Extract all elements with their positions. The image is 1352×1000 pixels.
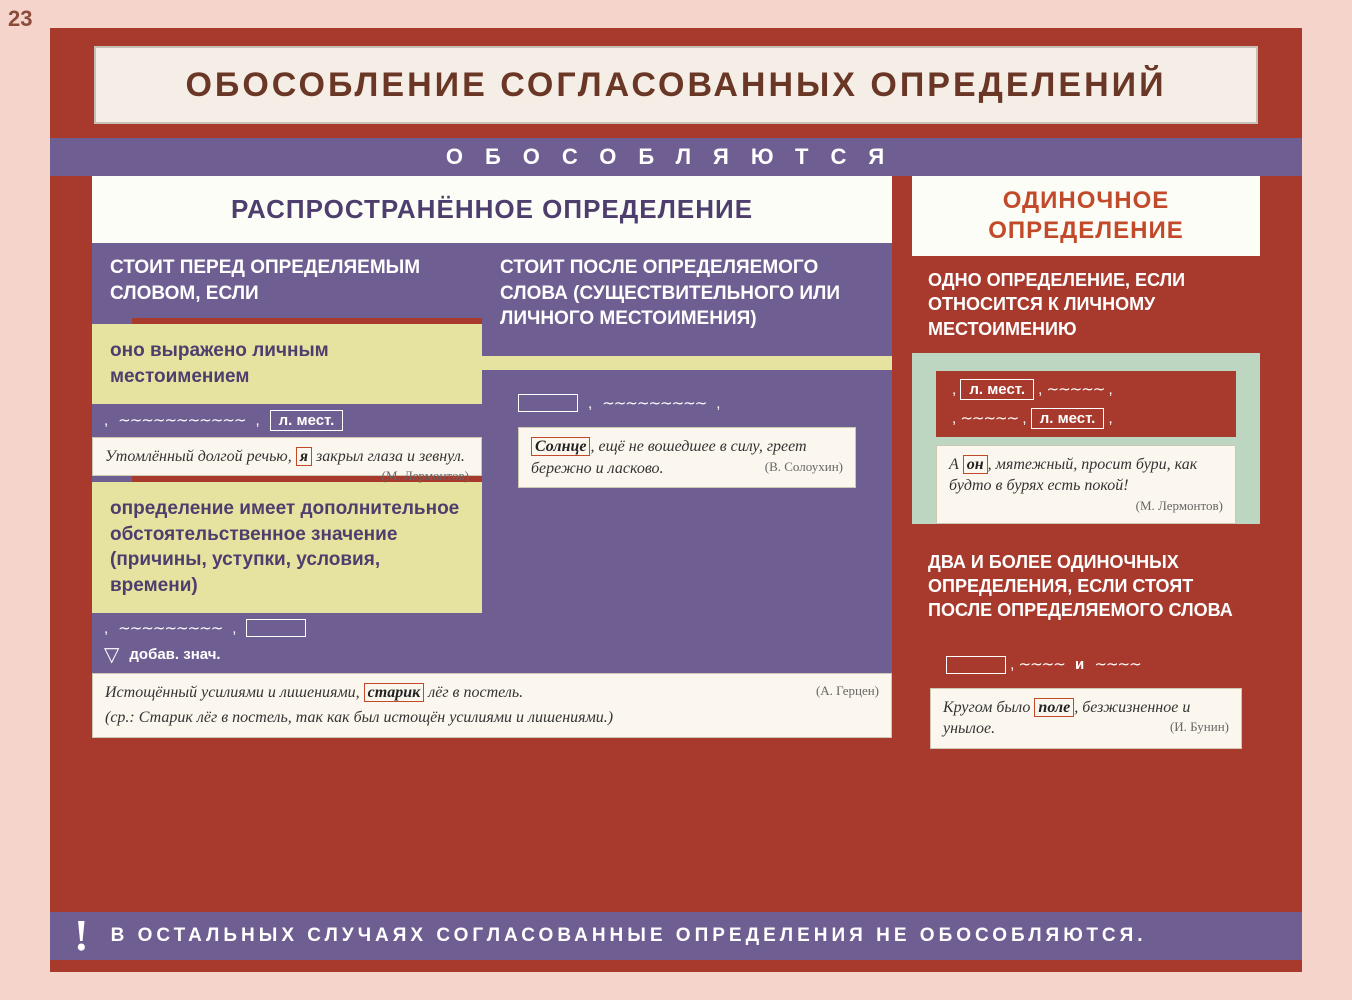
wave-icon: ∼∼∼∼∼∼∼∼∼ xyxy=(118,619,222,638)
highlight-word: он xyxy=(963,455,988,474)
bracket-icon: ▽ xyxy=(104,642,119,667)
col2-pattern: , ∼∼∼∼∼∼∼∼∼ , Солнце, ещё не вошедшее в … xyxy=(482,370,892,506)
pattern-tag: л. мест. xyxy=(1031,408,1105,429)
spacer xyxy=(912,353,1260,371)
comma-text: , xyxy=(104,412,108,429)
wave-icon: ∼∼∼∼∼∼∼∼∼∼∼ xyxy=(118,411,245,430)
compare-text: (ср.: Старик лёг в постель, так как был … xyxy=(105,707,879,729)
box-icon xyxy=(518,394,578,412)
col1-rule1: оно выражено личным местоимением xyxy=(92,324,482,403)
wave-icon: ∼∼∼∼∼∼∼∼∼ xyxy=(602,394,706,413)
main-title: ОБОСОБЛЕНИЕ СОГЛАСОВАННЫХ ОПРЕДЕЛЕНИЙ xyxy=(94,46,1258,124)
box-icon xyxy=(946,656,1006,674)
page-number: 23 xyxy=(8,6,32,32)
example-text: Утомлённый долгой речью, xyxy=(105,448,296,465)
wave-icon: ∼∼∼∼ xyxy=(1019,657,1065,673)
citation: (А. Герцен) xyxy=(816,682,879,700)
left-col-2: СТОИТ ПОСЛЕ ОПРЕДЕЛЯЕМОГО СЛОВА (СУЩЕСТВ… xyxy=(482,243,892,673)
right-rule2: ДВА И БОЛЕЕ ОДИНОЧНЫХ ОПРЕДЕЛЕНИЯ, ЕСЛИ … xyxy=(912,538,1260,635)
left-panel: РАСПРОСТРАНЁННОЕ ОПРЕДЕЛЕНИЕ СТОИТ ПЕРЕД… xyxy=(92,176,892,906)
example-text: закрыл глаза и зевнул. xyxy=(312,448,465,465)
highlight-word: я xyxy=(296,447,312,466)
col1-pattern2: , ∼∼∼∼∼∼∼∼∼ , ▽ добав. знач. xyxy=(92,613,482,673)
footer-text: В ОСТАЛЬНЫХ СЛУЧАЯХ СОГЛАСОВАННЫЕ ОПРЕДЕ… xyxy=(111,925,1147,947)
citation: (М. Лермонтов) xyxy=(382,467,469,485)
pattern-tag: л. мест. xyxy=(270,410,344,431)
left-columns: СТОИТ ПЕРЕД ОПРЕДЕЛЯЕМЫМ СЛОВОМ, ЕСЛИ он… xyxy=(92,243,892,673)
example-text: лёг в постель. xyxy=(424,684,523,701)
pattern-tag: л. мест. xyxy=(960,379,1034,400)
outer-frame: ОБОСОБЛЕНИЕ СОГЛАСОВАННЫХ ОПРЕДЕЛЕНИЙ ОБ… xyxy=(50,28,1302,972)
left-heading: РАСПРОСТРАНЁННОЕ ОПРЕДЕЛЕНИЕ xyxy=(92,176,892,243)
right-panel: ОДИНОЧНОЕ ОПРЕДЕЛЕНИЕ ОДНО ОПРЕДЕЛЕНИЕ, … xyxy=(912,176,1260,906)
right-pattern2: , ∼∼∼∼ и ∼∼∼∼ xyxy=(930,647,1242,682)
wave-icon: ∼∼∼∼∼ xyxy=(960,411,1018,427)
right-green-block: ОДИНОЧНОЕ ОПРЕДЕЛЕНИЕ ОДНО ОПРЕДЕЛЕНИЕ, … xyxy=(912,176,1260,524)
subtitle-bar: ОБОСОБЛЯЮТСЯ xyxy=(50,138,1302,176)
comma-text: , xyxy=(588,395,592,412)
example-text: Кругом было xyxy=(943,699,1034,716)
footer-bar: ! В ОСТАЛЬНЫХ СЛУЧАЯХ СОГЛАСОВАННЫЕ ОПРЕ… xyxy=(50,912,1302,960)
spacer xyxy=(482,356,892,370)
col2-example: Солнце, ещё не вошедшее в силу, греет бе… xyxy=(518,427,856,488)
col2-head: СТОИТ ПОСЛЕ ОПРЕДЕЛЯЕМОГО СЛОВА (СУЩЕСТВ… xyxy=(482,243,892,356)
conj-text: и xyxy=(1075,656,1084,673)
col1-rule2: определение имеет дополнительное обстоят… xyxy=(92,482,482,613)
col1-head: СТОИТ ПЕРЕД ОПРЕДЕЛЯЕМЫМ СЛОВОМ, ЕСЛИ xyxy=(92,243,482,318)
citation: (И. Бунин) xyxy=(1170,718,1229,736)
right-rule1: ОДНО ОПРЕДЕЛЕНИЕ, ЕСЛИ ОТНОСИТСЯ К ЛИЧНО… xyxy=(912,256,1260,353)
comma-text: , xyxy=(255,412,259,429)
right-heading: ОДИНОЧНОЕ ОПРЕДЕЛЕНИЕ xyxy=(912,176,1260,256)
example-text: А xyxy=(949,456,963,473)
citation: (М. Лермонтов) xyxy=(1136,497,1223,515)
right-pattern1: , л. мест. , ∼∼∼∼∼ , , ∼∼∼∼∼ , л. мест. … xyxy=(936,371,1236,437)
comma-text: , xyxy=(104,620,108,637)
highlight-word: старик xyxy=(364,683,425,702)
right-example2: Кругом было поле, безжизненное и унылое.… xyxy=(930,688,1242,749)
main-grid: РАСПРОСТРАНЁННОЕ ОПРЕДЕЛЕНИЕ СТОИТ ПЕРЕД… xyxy=(50,176,1302,972)
wave-icon: ∼∼∼∼ xyxy=(1094,657,1140,673)
highlight-word: Солнце xyxy=(531,437,590,456)
exclaim-icon: ! xyxy=(74,914,93,958)
pattern-label: добав. знач. xyxy=(129,646,220,663)
right-example1: А он, мятежный, просит бури, как будто в… xyxy=(936,445,1236,524)
col1-example1: Утомлённый долгой речью, я закрыл глаза … xyxy=(92,437,482,477)
citation: (В. Солоухин) xyxy=(765,458,843,476)
highlight-word: поле xyxy=(1034,698,1074,717)
wave-icon: ∼∼∼∼∼ xyxy=(1047,382,1105,398)
col1-pattern1: , ∼∼∼∼∼∼∼∼∼∼∼ , л. мест. xyxy=(92,404,482,437)
comma-text: , xyxy=(232,620,236,637)
example-text: Истощённый усилиями и лишениями, xyxy=(105,684,364,701)
comma-text: , xyxy=(1010,656,1018,673)
comma-text: , xyxy=(716,395,720,412)
box-icon xyxy=(246,619,306,637)
poster-page: 23 ОБОСОБЛЕНИЕ СОГЛАСОВАННЫХ ОПРЕДЕЛЕНИЙ… xyxy=(0,0,1352,1000)
col1-example2: Истощённый усилиями и лишениями, старик … xyxy=(92,673,892,738)
left-col-1: СТОИТ ПЕРЕД ОПРЕДЕЛЯЕМЫМ СЛОВОМ, ЕСЛИ он… xyxy=(92,243,482,673)
